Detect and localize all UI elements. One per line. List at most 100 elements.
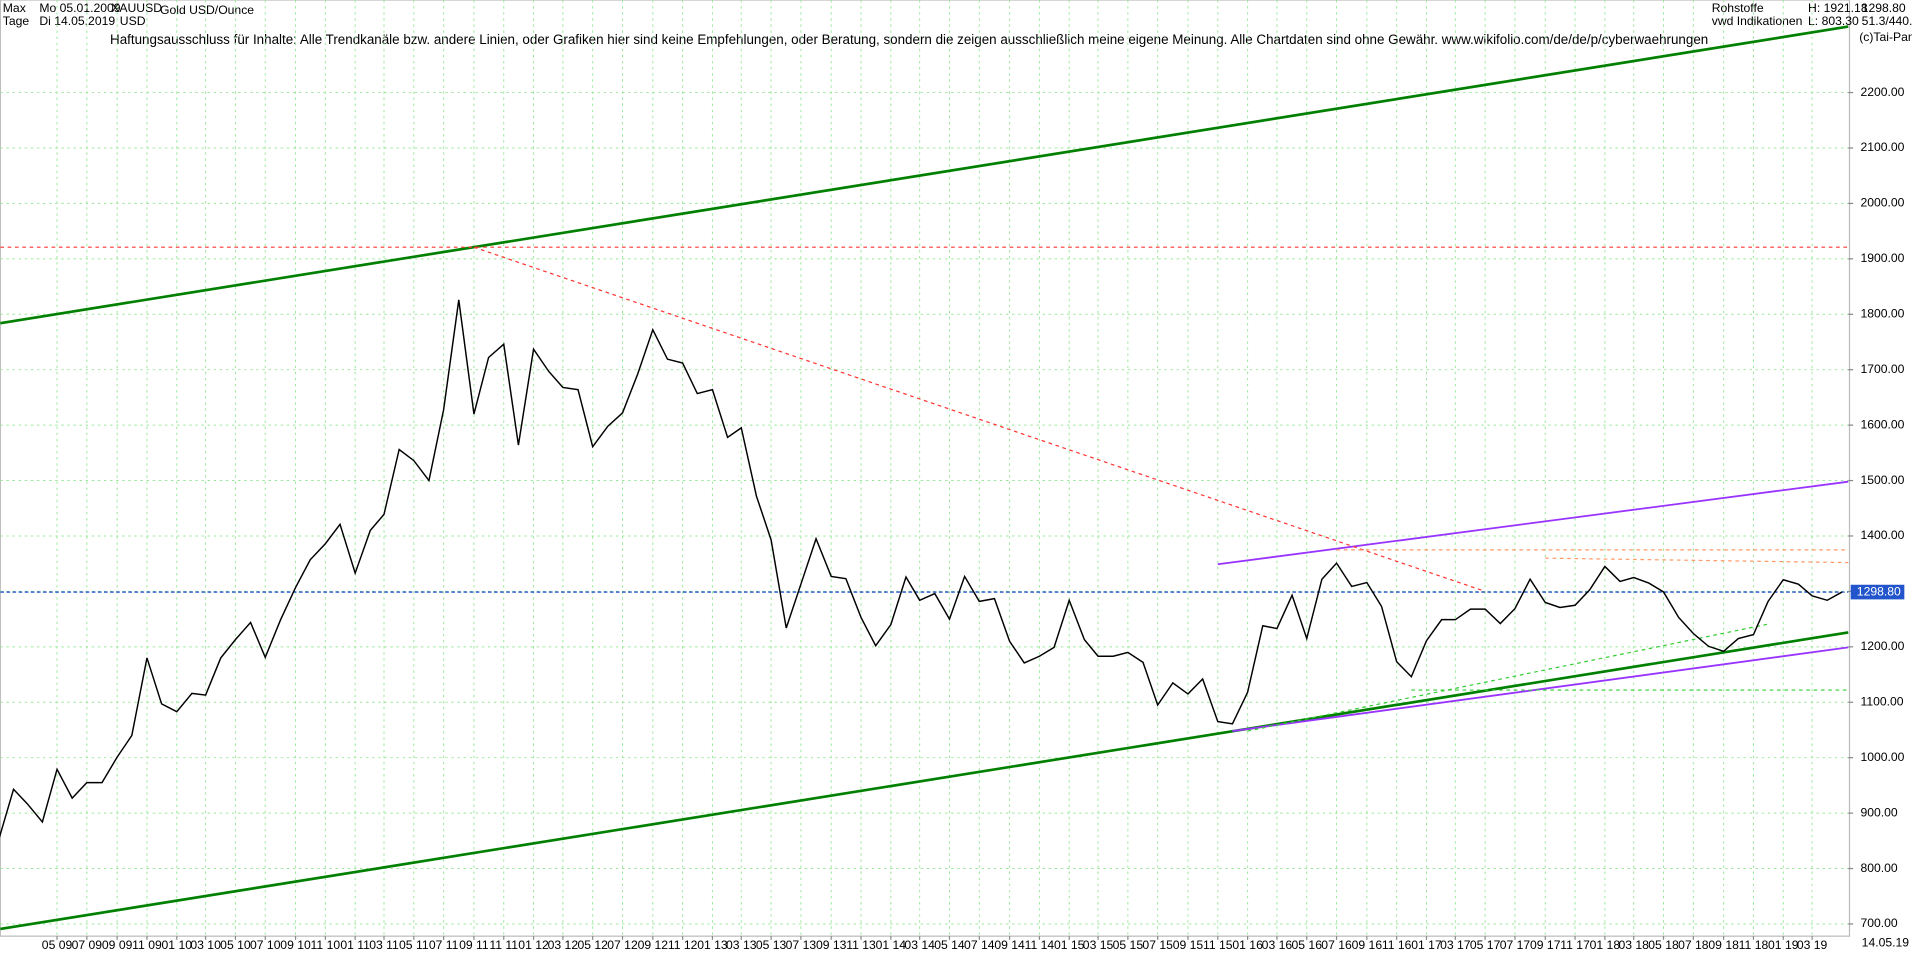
x-tick-label: 09 15	[1173, 938, 1204, 952]
x-tick-label: 05 18	[1648, 938, 1679, 952]
x-tick-label: 03 17	[1440, 938, 1471, 952]
plot-frame	[0, 0, 1851, 937]
x-tick-label: 11 14	[1025, 938, 1055, 952]
x-tick-label: 01 19	[1768, 938, 1799, 952]
x-tick-label: 03 12	[548, 938, 579, 952]
x-tick-label: 09 18	[1708, 938, 1739, 952]
x-tick-label: 03 14	[904, 938, 935, 952]
currency: USD	[120, 14, 146, 28]
y-tick-label: 900.00	[1860, 805, 1897, 819]
x-tick-label: 01 18	[1590, 938, 1621, 952]
trend-line	[1232, 646, 1849, 732]
x-tick-label: 07 13	[786, 938, 817, 952]
x-tick-label: 05 16	[1292, 938, 1323, 952]
y-tick-label: 1000.00	[1860, 750, 1904, 764]
trend-line	[1217, 480, 1849, 566]
x-tick-label: 05 17	[1470, 938, 1501, 952]
y-tick-label: 2200.00	[1860, 85, 1904, 99]
x-tick-label: 01 11	[340, 938, 370, 952]
x-tick-label: 01 14	[876, 938, 907, 952]
x-tick-label: 01 17	[1411, 938, 1442, 952]
x-tick-label: 01 13	[697, 938, 728, 952]
x-tick-label: 09 14	[994, 938, 1025, 952]
y-tick-label: 1600.00	[1860, 417, 1904, 431]
y-tick-label: 2000.00	[1860, 196, 1904, 210]
date-label: 14.05.19	[1862, 936, 1910, 950]
low-label: L: 803.30	[1808, 14, 1859, 28]
x-tick-label: 11 17	[1560, 938, 1590, 952]
x-tick-label: 05 12	[577, 938, 608, 952]
x-tick-label: 07 12	[607, 938, 638, 952]
x-tick-label: 07 11	[429, 938, 459, 952]
y-tick-label: 1700.00	[1860, 362, 1904, 376]
x-tick-label: 07 16	[1321, 938, 1352, 952]
end-date: Di 14.05.2019	[39, 14, 115, 28]
y-tick-label: 1400.00	[1860, 528, 1904, 542]
interval[interactable]: Tage	[3, 14, 30, 28]
disclaimer: Haftungsausschluss für Inhalte: Alle Tre…	[110, 32, 1708, 47]
y-tick-label: 1100.00	[1860, 694, 1903, 708]
x-tick-label: 07 14	[964, 938, 995, 952]
y-tick-label: 800.00	[1860, 861, 1897, 875]
last-price-label: 1298.80	[1857, 584, 1901, 598]
x-tick-label: 05 15	[1113, 938, 1144, 952]
copyright: (c)Tai-Pan	[1859, 30, 1912, 44]
x-tick-label: 11 09	[132, 938, 162, 952]
period[interactable]: Max	[3, 1, 26, 15]
x-tick-label: 01 10	[162, 938, 193, 952]
y-tick-label: 1200.00	[1860, 639, 1904, 653]
group-label: Rohstoffe	[1712, 1, 1764, 15]
x-tick-label: 09 16	[1352, 938, 1383, 952]
trend-line	[0, 631, 1849, 931]
last-price-box	[1850, 584, 1905, 600]
x-tick-label: 07 10	[250, 938, 281, 952]
y-tick-label: 1500.00	[1860, 473, 1904, 487]
x-tick-label: 11 10	[311, 938, 341, 952]
x-tick-label: 05 10	[220, 938, 251, 952]
x-tick-label: 09 17	[1530, 938, 1561, 952]
x-tick-label: 05 14	[934, 938, 965, 952]
x-tick-label: 11 15	[1203, 938, 1233, 952]
x-tick-label: 01 16	[1232, 938, 1263, 952]
x-tick-label: 03 15	[1083, 938, 1114, 952]
x-tick-label: 03 10	[190, 938, 221, 952]
x-tick-label: 11 16	[1382, 938, 1412, 952]
x-tick-label: 11 18	[1739, 938, 1769, 952]
x-tick-label: 09 10	[280, 938, 311, 952]
x-tick-label: 09 12	[638, 938, 669, 952]
symbol: XAUUSD	[111, 1, 162, 15]
trend-line	[1247, 623, 1769, 732]
x-tick-label: 03 19	[1797, 938, 1828, 952]
high-label: H: 1921.18	[1808, 1, 1868, 15]
y-tick-label: 700.00	[1860, 916, 1897, 930]
ratio-label: 51.3/440.5	[1862, 14, 1912, 28]
y-tick-label: 1800.00	[1860, 306, 1904, 320]
trend-line	[0, 25, 1849, 325]
x-tick-label: 07 17	[1500, 938, 1531, 952]
y-tick-label: 2100.00	[1860, 140, 1904, 154]
x-tick-label: 03 13	[726, 938, 757, 952]
start-date: Mo 05.01.2009	[39, 1, 120, 15]
x-tick-label: 09 13	[816, 938, 847, 952]
x-tick-label: 11 13	[846, 938, 876, 952]
x-tick-label: 03 16	[1262, 938, 1293, 952]
x-tick-label: 03 11	[369, 938, 399, 952]
x-tick-label: 11 11	[489, 938, 518, 952]
last-value: 1298.80	[1862, 1, 1906, 15]
trend-line	[473, 246, 1486, 592]
y-tick-label: 1900.00	[1860, 251, 1904, 265]
chart-title: Gold USD/Ounce	[160, 3, 254, 17]
x-tick-label: 01 12	[518, 938, 549, 952]
x-tick-label: 05 09	[42, 938, 73, 952]
x-tick-label: 05 11	[399, 938, 429, 952]
x-tick-label: 07 09	[72, 938, 103, 952]
x-tick-label: 09 11	[459, 938, 489, 952]
source: vwd Indikationen	[1712, 14, 1803, 28]
x-tick-label: 07 15	[1142, 938, 1173, 952]
price-line	[0, 299, 1843, 838]
x-tick-label: 03 18	[1618, 938, 1649, 952]
x-tick-label: 05 13	[756, 938, 787, 952]
x-tick-label: 01 15	[1054, 938, 1085, 952]
